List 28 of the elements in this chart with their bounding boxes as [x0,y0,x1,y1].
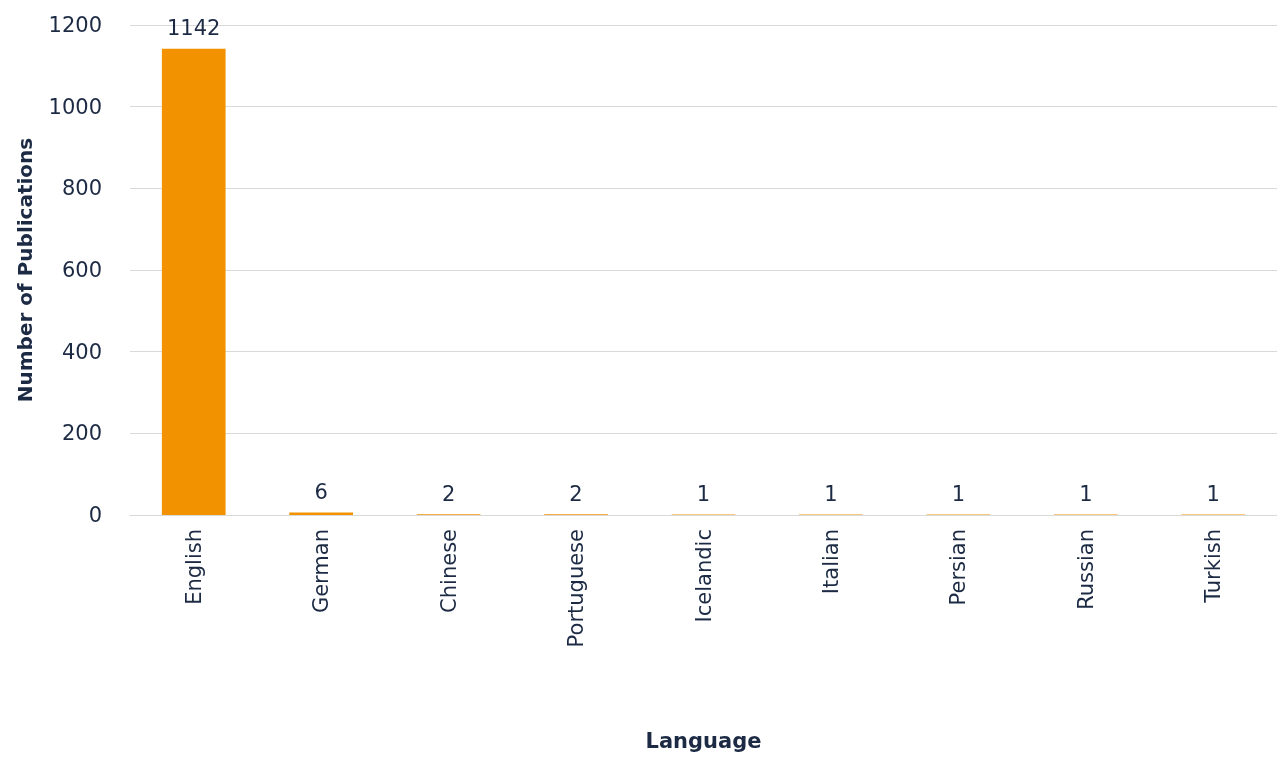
data-label: 1 [824,482,838,507]
y-axis-title: Number of Publications [13,137,37,403]
x-tick-label: Portuguese [564,529,589,648]
x-tick-label: Persian [946,529,971,606]
y-tick-label: 0 [88,503,102,527]
y-tick-label: 200 [61,421,102,446]
y-tick-label: 600 [61,258,102,282]
y-tick-label: 800 [61,176,102,201]
x-tick-label: English [181,529,206,605]
y-tick-label: 1000 [48,94,102,119]
x-tick-label: Turkish [1201,529,1226,604]
data-label: 1 [696,482,711,507]
x-tick-label: Russian [1073,529,1098,610]
data-label: 1 [1079,482,1093,507]
x-tick-label: Icelandic [691,529,716,623]
x-tick-label: Italian [818,529,843,595]
x-tick-label: Chinese [436,529,461,613]
data-label: 1142 [167,16,221,41]
data-label: 1 [951,482,966,507]
data-label: 1 [1206,482,1220,507]
bar [161,48,226,515]
x-tick-label: German [309,529,334,614]
y-tick-label: 1200 [48,13,102,37]
data-label: 6 [314,480,328,505]
x-axis-title: Language [645,728,762,753]
data-label: 2 [441,481,456,506]
data-label: 2 [569,481,583,506]
y-tick-label: 400 [61,339,102,364]
